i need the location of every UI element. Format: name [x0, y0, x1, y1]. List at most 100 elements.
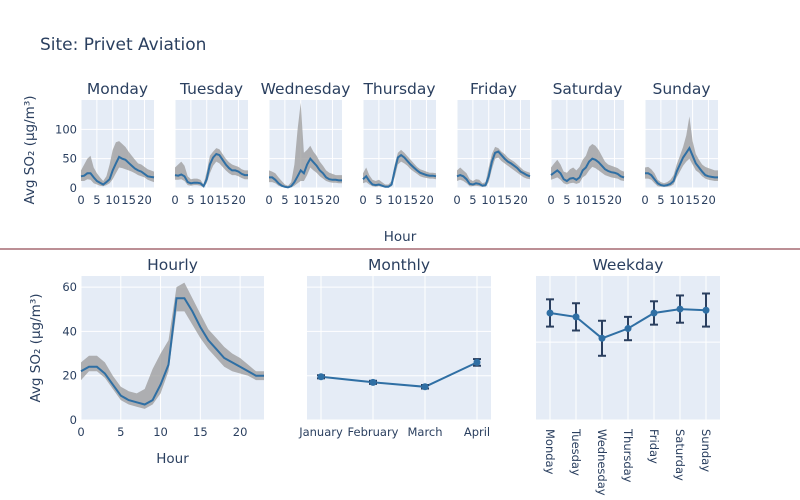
x-tick-label: Friday	[647, 429, 661, 464]
data-point	[624, 325, 632, 333]
x-tick-label: 20	[233, 425, 248, 439]
hourly-y-axis-label: Avg SO₂ (µg/m³)	[28, 294, 44, 403]
top-y-axis-label: Avg SO₂ (µg/m³)	[22, 96, 38, 205]
plot-area-monthly	[307, 276, 491, 420]
series-line	[80, 155, 155, 186]
x-tick-label: 10	[199, 193, 214, 207]
data-point	[421, 383, 429, 391]
subplot-small-4: Friday 0 5 10 15 20	[453, 80, 531, 207]
x-tick-label: 0	[453, 193, 460, 207]
x-tick-label: 10	[387, 193, 402, 207]
subplot-title: Thursday	[362, 80, 435, 98]
series-line	[456, 150, 531, 187]
data-point	[317, 373, 325, 381]
series-line	[80, 297, 264, 406]
x-tick-label: 20	[419, 193, 434, 207]
x-tick-label: Wednesday	[595, 429, 609, 496]
page-title: Site: Privet Aviation	[40, 35, 206, 55]
subplot-title: Monthly	[368, 256, 430, 274]
x-tick-label: 20	[137, 193, 152, 207]
plot-area-small-4	[457, 100, 530, 188]
x-tick-label: 0	[265, 193, 272, 207]
confidence-band	[175, 148, 248, 188]
x-tick-label: 5	[117, 425, 124, 439]
subplot-title: Saturday	[553, 80, 623, 98]
data-point	[572, 313, 580, 321]
x-tick-label: 20	[607, 193, 622, 207]
series-line	[269, 156, 342, 189]
data-point	[650, 309, 658, 317]
y-tick-label: 50	[62, 152, 77, 166]
data-point	[369, 378, 377, 386]
x-tick-label: 5	[187, 193, 194, 207]
x-tick-label: 0	[641, 193, 648, 207]
x-tick-label: Thursday	[621, 428, 635, 483]
subplot-title: Monday	[87, 80, 148, 98]
x-tick-label: 15	[591, 193, 606, 207]
x-tick-label: 15	[309, 193, 324, 207]
x-tick-label: 5	[657, 193, 664, 207]
x-tick-label: 0	[359, 193, 366, 207]
subplot-small-3: Thursday 0 5 10 15 20	[359, 80, 437, 207]
x-tick-label: 5	[469, 193, 476, 207]
subplot-weekday: Weekday Monday Tuesday Wednesday Thursday Fri…	[536, 256, 720, 496]
y-tick-label: 20	[62, 369, 77, 383]
top-x-axis-label: Hour	[384, 229, 417, 245]
data-point	[598, 334, 606, 342]
subplot-title: Sunday	[653, 80, 711, 98]
x-tick-label: 10	[481, 193, 496, 207]
series-line	[174, 152, 248, 188]
x-tick-label: 10	[575, 193, 590, 207]
x-tick-label: April	[464, 425, 490, 439]
x-tick-label: 0	[171, 193, 178, 207]
series-line	[550, 157, 625, 183]
series-line	[362, 153, 437, 188]
confidence-band	[81, 141, 154, 187]
x-tick-label: 20	[325, 193, 340, 207]
data-point	[676, 305, 684, 313]
x-tick-label: 10	[669, 193, 684, 207]
y-tick-label: 100	[55, 122, 77, 136]
x-tick-label: 5	[375, 193, 382, 207]
subplot-title: Weekday	[593, 256, 664, 274]
subplot-title: Wednesday	[261, 80, 351, 98]
x-tick-label: 20	[701, 193, 716, 207]
x-tick-label: 10	[105, 193, 120, 207]
data-point	[546, 309, 554, 317]
x-tick-label: 20	[513, 193, 528, 207]
x-tick-label: 0	[77, 193, 84, 207]
x-tick-label: Tuesday	[569, 428, 583, 476]
hourly-x-axis-label: Hour	[156, 451, 189, 467]
x-tick-label: 15	[193, 425, 208, 439]
series-line	[645, 145, 718, 187]
y-tick-label: 0	[70, 413, 77, 427]
x-tick-label: 5	[93, 193, 100, 207]
x-tick-label: February	[348, 425, 399, 439]
subplot-title: Friday	[470, 80, 517, 98]
x-tick-label: 10	[153, 425, 168, 439]
x-tick-label: 15	[685, 193, 700, 207]
x-tick-label: 5	[563, 193, 570, 207]
y-tick-label: 60	[62, 280, 77, 294]
x-tick-label: March	[407, 425, 442, 439]
x-tick-label: January	[298, 425, 343, 439]
plot-area-hourly	[81, 276, 264, 420]
x-tick-label: Saturday	[673, 429, 687, 481]
subplot-small-2: Wednesday 0 5 10 15 20	[261, 80, 351, 207]
x-tick-label: 15	[121, 193, 136, 207]
data-point	[702, 306, 710, 314]
series-line	[320, 361, 478, 388]
x-tick-label: 15	[403, 193, 418, 207]
x-tick-label: 0	[547, 193, 554, 207]
subplot-monthly: Monthly January February March April	[298, 256, 491, 439]
subplot-title: Hourly	[147, 256, 198, 274]
y-tick-label: 0	[70, 181, 77, 195]
y-tick-label: 40	[62, 324, 77, 338]
x-tick-label: 15	[497, 193, 512, 207]
x-tick-label: Monday	[543, 429, 557, 475]
x-tick-label: 20	[231, 193, 246, 207]
subplot-title: Tuesday	[179, 80, 243, 98]
